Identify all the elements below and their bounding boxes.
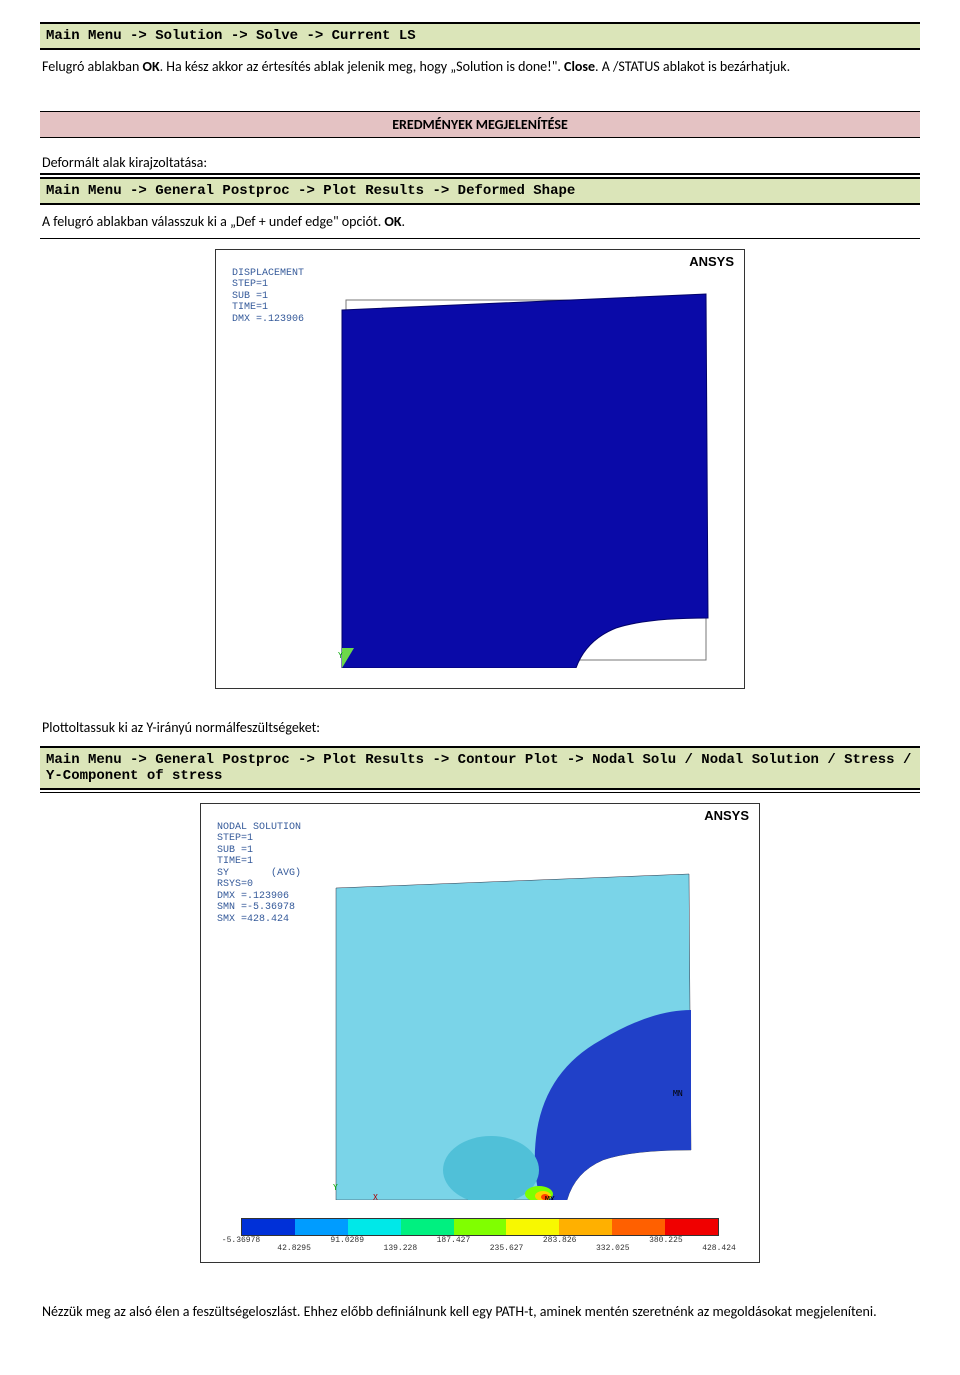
subheading-stress: Plottoltassuk ki az Y-irányú normálfeszü… [40, 699, 920, 744]
svg-text:X: X [373, 1193, 378, 1200]
colorbar-segment [454, 1219, 507, 1235]
mn-label: MN [673, 1089, 683, 1098]
displacement-info: DISPLACEMENT STEP=1 SUB =1 TIME=1 DMX =.… [232, 268, 304, 326]
p1-e: . A /STATUS ablakot is bezárhatjuk. [595, 58, 790, 75]
tick-label: 139.228 [384, 1244, 418, 1253]
colorbar-ticks: -5.3697842.829591.0289139.228187.427235.… [241, 1236, 719, 1254]
mx-label: MX [545, 1195, 555, 1200]
ansys-logo: ANSYS [689, 254, 734, 269]
tick-label: -5.36978 [222, 1236, 260, 1245]
menu-path-contour: Main Menu -> General Postproc -> Plot Re… [40, 746, 920, 790]
colorbar-segment [559, 1219, 612, 1235]
menu-path-deformed: Main Menu -> General Postproc -> Plot Re… [40, 177, 920, 205]
tick-label: 428.424 [702, 1244, 736, 1253]
paragraph-3: Nézzük meg az alsó élen a feszültségelos… [40, 1273, 920, 1328]
menu-path-solve: Main Menu -> Solution -> Solve -> Curren… [40, 22, 920, 50]
tick-label: 235.627 [490, 1244, 524, 1253]
tick-label: 91.0289 [330, 1236, 364, 1245]
tick-label: 187.427 [437, 1236, 471, 1245]
colorbar-segment [665, 1219, 718, 1235]
colorbar-container: -5.3697842.829591.0289139.228187.427235.… [241, 1218, 719, 1254]
tick-label: 42.8295 [277, 1244, 311, 1253]
p1-c: . Ha kész akkor az értesítés ablak jelen… [160, 58, 564, 75]
subheading-deformed: Deformált alak kirajzoltatása: [40, 148, 920, 175]
section-title-results: EREDMÉNYEK MEGJELENÍTÉSE [40, 111, 920, 138]
colorbar [241, 1218, 719, 1236]
ansys-displacement-plot: ANSYS DISPLACEMENT STEP=1 SUB =1 TIME=1 … [215, 249, 745, 689]
nodal-info: NODAL SOLUTION STEP=1 SUB =1 TIME=1 SY (… [217, 822, 301, 926]
colorbar-segment [295, 1219, 348, 1235]
paragraph-1: Felugró ablakban OK. Ha kész akkor az ér… [40, 52, 920, 83]
svg-text:Y: Y [338, 651, 343, 660]
displacement-svg: Y [336, 288, 716, 668]
p2-a: A felugró ablakban válasszuk ki a „Def +… [42, 213, 384, 230]
ansys-logo-2: ANSYS [704, 808, 749, 823]
colorbar-segment [242, 1219, 295, 1235]
p2-c: . [402, 213, 406, 230]
tick-label: 380.225 [649, 1236, 683, 1245]
colorbar-segment [348, 1219, 401, 1235]
svg-text:Y: Y [333, 1183, 338, 1192]
tick-label: 283.826 [543, 1236, 577, 1245]
nodal-svg: MN MX Y X [331, 870, 701, 1200]
p1-a: Felugró ablakban [42, 58, 142, 75]
tick-label: 332.025 [596, 1244, 630, 1253]
colorbar-segment [612, 1219, 665, 1235]
p1-d: Close [564, 58, 595, 75]
colorbar-segment [401, 1219, 454, 1235]
p1-b: OK [142, 58, 159, 75]
paragraph-2: A felugró ablakban válasszuk ki a „Def +… [40, 207, 920, 239]
p2-b: OK [384, 213, 401, 230]
colorbar-segment [506, 1219, 559, 1235]
ansys-nodal-plot: ANSYS NODAL SOLUTION STEP=1 SUB =1 TIME=… [200, 803, 760, 1263]
